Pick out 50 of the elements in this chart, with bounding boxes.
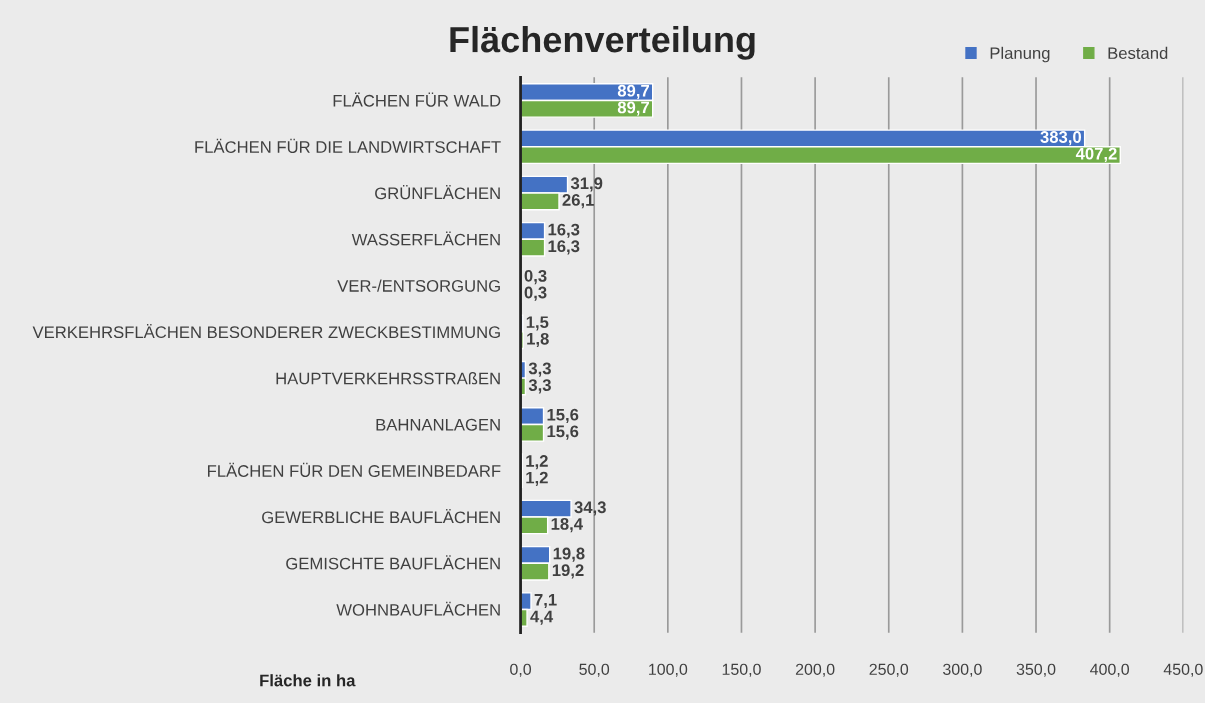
- y-tick-label: BAHNANLAGEN: [376, 418, 500, 431]
- data-label: 3,3: [528, 379, 551, 394]
- data-label: 1,2: [526, 471, 548, 486]
- data-label: 16,3: [548, 240, 580, 255]
- data-label: 89,7: [617, 101, 649, 116]
- data-label: 16,3: [548, 223, 580, 238]
- x-tick-label: 100,0: [649, 663, 688, 677]
- data-label: 0,3: [524, 269, 547, 285]
- data-label: 19,2: [552, 564, 584, 579]
- y-tick-label: GRÜNFLÄCHEN: [375, 185, 500, 200]
- x-tick-label: 250,0: [869, 663, 909, 677]
- data-label: 4,4: [530, 610, 554, 625]
- chart-title: Flächenverteilung: [450, 25, 755, 60]
- y-tick-label: HAUPTVERKEHRSSTRAßEN: [276, 372, 500, 385]
- x-tick-label: 50,0: [579, 663, 610, 677]
- x-tick-label: 300,0: [943, 663, 982, 677]
- x-tick-label: 0,0: [510, 663, 532, 677]
- x-tick-label: 350,0: [1016, 663, 1056, 677]
- y-tick-label: WOHNBAUFLÄCHEN: [336, 601, 500, 616]
- data-label: 19,8: [553, 547, 585, 562]
- x-tick-label: 450,0: [1163, 663, 1203, 677]
- data-label: 1,2: [526, 455, 548, 470]
- x-axis-title: Fläche in ha: [260, 674, 356, 687]
- x-tick-label: 400,0: [1090, 663, 1130, 677]
- y-tick-label: FLÄCHEN FÜR WALD: [333, 92, 501, 107]
- data-label: 1,8: [527, 332, 549, 348]
- data-label: 34,3: [574, 501, 606, 516]
- data-label: 15,6: [547, 408, 579, 423]
- x-tick-label: 200,0: [795, 663, 835, 677]
- data-label: 3,3: [528, 362, 551, 377]
- legend-label: Planung: [990, 46, 1050, 63]
- legend-label: Bestand: [1108, 46, 1168, 60]
- data-label: 26,1: [562, 194, 594, 209]
- y-tick-label: GEWERBLICHE BAUFLÄCHEN: [262, 509, 500, 524]
- data-label: 31,9: [570, 177, 603, 192]
- data-label: 7,1: [534, 594, 557, 609]
- data-label: 15,6: [547, 425, 579, 440]
- data-label: 383,0: [1040, 131, 1082, 146]
- x-tick-label: 150,0: [722, 663, 761, 677]
- y-tick-label: VER-/ENTSORGUNG: [337, 279, 500, 292]
- data-label: 0,3: [524, 286, 547, 301]
- y-tick-label: FLÄCHEN FÜR DEN GEMEINBEDARF: [208, 462, 501, 477]
- y-tick-label: GEMISCHTE BAUFLÄCHEN: [286, 555, 500, 570]
- data-label: 18,4: [551, 518, 583, 533]
- data-label: 1,5: [526, 316, 549, 331]
- y-tick-label: WASSERFLÄCHEN: [351, 231, 500, 246]
- data-label: 89,7: [617, 84, 649, 100]
- y-tick-label: FLÄCHEN FÜR DIE LANDWIRTSCHAFT: [195, 138, 501, 153]
- y-tick-label: VERKEHRSFLÄCHEN BESONDERER ZWECKBESTIMMUNG: [32, 323, 500, 339]
- data-label: 407,2: [1075, 147, 1117, 162]
